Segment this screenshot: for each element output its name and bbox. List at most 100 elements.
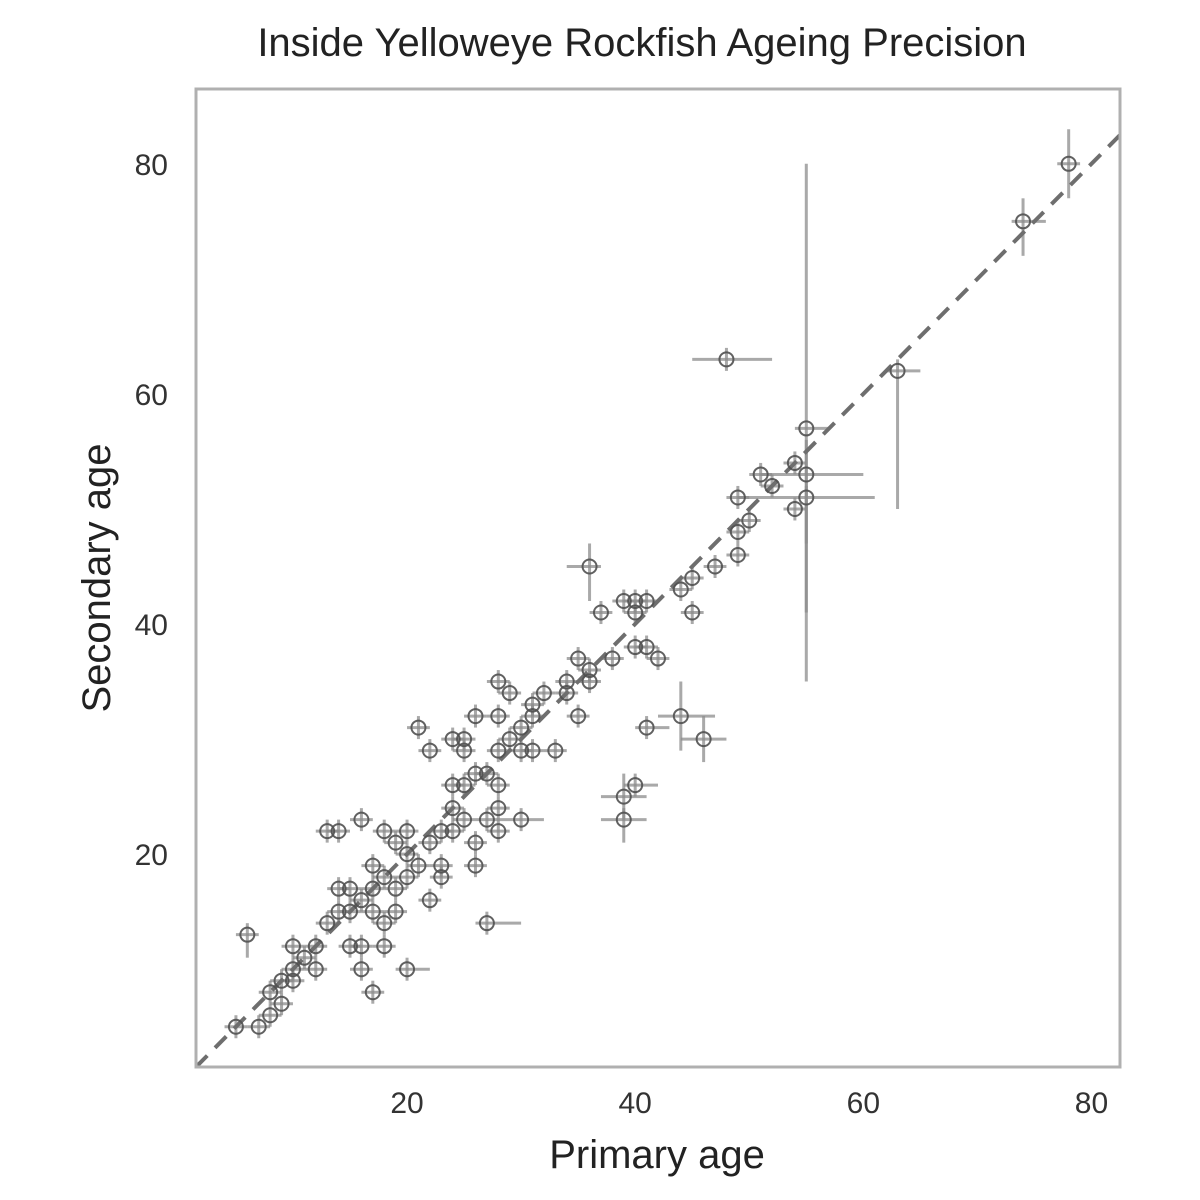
data-point xyxy=(638,639,655,656)
data-point xyxy=(421,742,438,759)
data-point xyxy=(330,823,347,840)
data-point xyxy=(376,938,393,955)
data-point xyxy=(284,972,301,989)
x-tick-label: 40 xyxy=(618,1087,651,1120)
x-tick-label: 20 xyxy=(390,1087,423,1120)
data-point xyxy=(513,742,530,759)
data-point xyxy=(262,1007,279,1024)
data-point xyxy=(752,466,769,483)
data-point xyxy=(535,685,552,702)
data-point xyxy=(672,708,689,725)
data-point xyxy=(421,834,438,851)
data-point xyxy=(570,650,587,667)
data-point xyxy=(889,362,906,379)
data-point xyxy=(342,880,358,897)
data-point xyxy=(399,961,416,978)
data-point xyxy=(490,708,507,725)
data-point xyxy=(741,512,758,529)
data-point xyxy=(684,604,701,621)
data-point xyxy=(353,892,370,909)
data-point xyxy=(478,915,495,932)
data-point xyxy=(273,995,290,1012)
data-point xyxy=(467,857,484,874)
data-point xyxy=(1060,155,1077,172)
data-point xyxy=(729,523,746,540)
data-point xyxy=(615,593,632,610)
data-point xyxy=(501,731,518,748)
data-point xyxy=(786,454,803,471)
data-point xyxy=(284,961,301,978)
data-point xyxy=(399,846,416,863)
data-point xyxy=(364,880,381,897)
data-point xyxy=(330,880,347,897)
data-point xyxy=(798,466,815,483)
data-point xyxy=(456,742,473,759)
data-point xyxy=(296,949,313,966)
data-point xyxy=(513,719,530,736)
x-tick-label: 60 xyxy=(847,1087,880,1120)
data-point xyxy=(399,869,416,886)
data-point xyxy=(627,777,644,794)
data-point xyxy=(672,581,689,598)
data-point xyxy=(353,961,370,978)
data-point xyxy=(627,593,644,610)
data-point xyxy=(364,857,381,874)
data-point xyxy=(433,869,450,886)
data-point xyxy=(433,823,450,840)
data-point xyxy=(387,834,404,851)
data-point xyxy=(319,823,336,840)
data-point xyxy=(444,800,461,817)
data-point xyxy=(615,811,632,828)
data-point xyxy=(592,604,609,621)
data-point xyxy=(364,984,381,1001)
data-point xyxy=(342,903,358,920)
data-point xyxy=(444,823,461,840)
data-point xyxy=(524,708,541,725)
data-point xyxy=(239,926,256,943)
data-point xyxy=(764,477,781,494)
data-point xyxy=(490,777,507,794)
y-tick-label: 20 xyxy=(135,839,168,872)
data-point xyxy=(695,731,712,748)
data-point xyxy=(364,903,381,920)
data-point xyxy=(353,811,370,828)
one-to-one-reference-line xyxy=(196,133,1120,1067)
data-point xyxy=(307,961,324,978)
data-point xyxy=(376,869,393,886)
data-point xyxy=(490,800,507,817)
data-point xyxy=(307,938,324,955)
data-point xyxy=(581,558,598,575)
data-point xyxy=(638,593,655,610)
data-point xyxy=(410,857,427,874)
chart-title: Inside Yelloweye Rockfish Ageing Precisi… xyxy=(257,21,1026,65)
data-point xyxy=(570,708,587,725)
data-point xyxy=(444,777,461,794)
data-point xyxy=(627,604,644,621)
data-point xyxy=(627,639,644,656)
data-point xyxy=(376,823,393,840)
data-point xyxy=(650,650,666,667)
data-point xyxy=(798,420,815,437)
y-axis-ticks: 20 40 60 80 xyxy=(135,149,168,872)
data-point xyxy=(729,489,746,506)
data-point xyxy=(558,685,575,702)
data-point xyxy=(342,938,358,955)
plot-area xyxy=(196,129,1120,1067)
data-point xyxy=(490,673,507,690)
data-point xyxy=(376,915,393,932)
data-point xyxy=(490,823,507,840)
data-point xyxy=(581,673,598,690)
data-point xyxy=(467,834,484,851)
y-tick-label: 80 xyxy=(135,149,168,182)
data-point xyxy=(798,489,815,506)
data-point xyxy=(786,500,803,517)
y-axis-title: Secondary age xyxy=(75,443,119,712)
x-tick-label: 80 xyxy=(1075,1087,1108,1120)
data-point xyxy=(478,811,495,828)
data-point xyxy=(558,673,575,690)
data-point xyxy=(456,811,473,828)
data-point xyxy=(353,938,370,955)
data-point xyxy=(524,696,541,713)
data-point xyxy=(433,857,450,874)
